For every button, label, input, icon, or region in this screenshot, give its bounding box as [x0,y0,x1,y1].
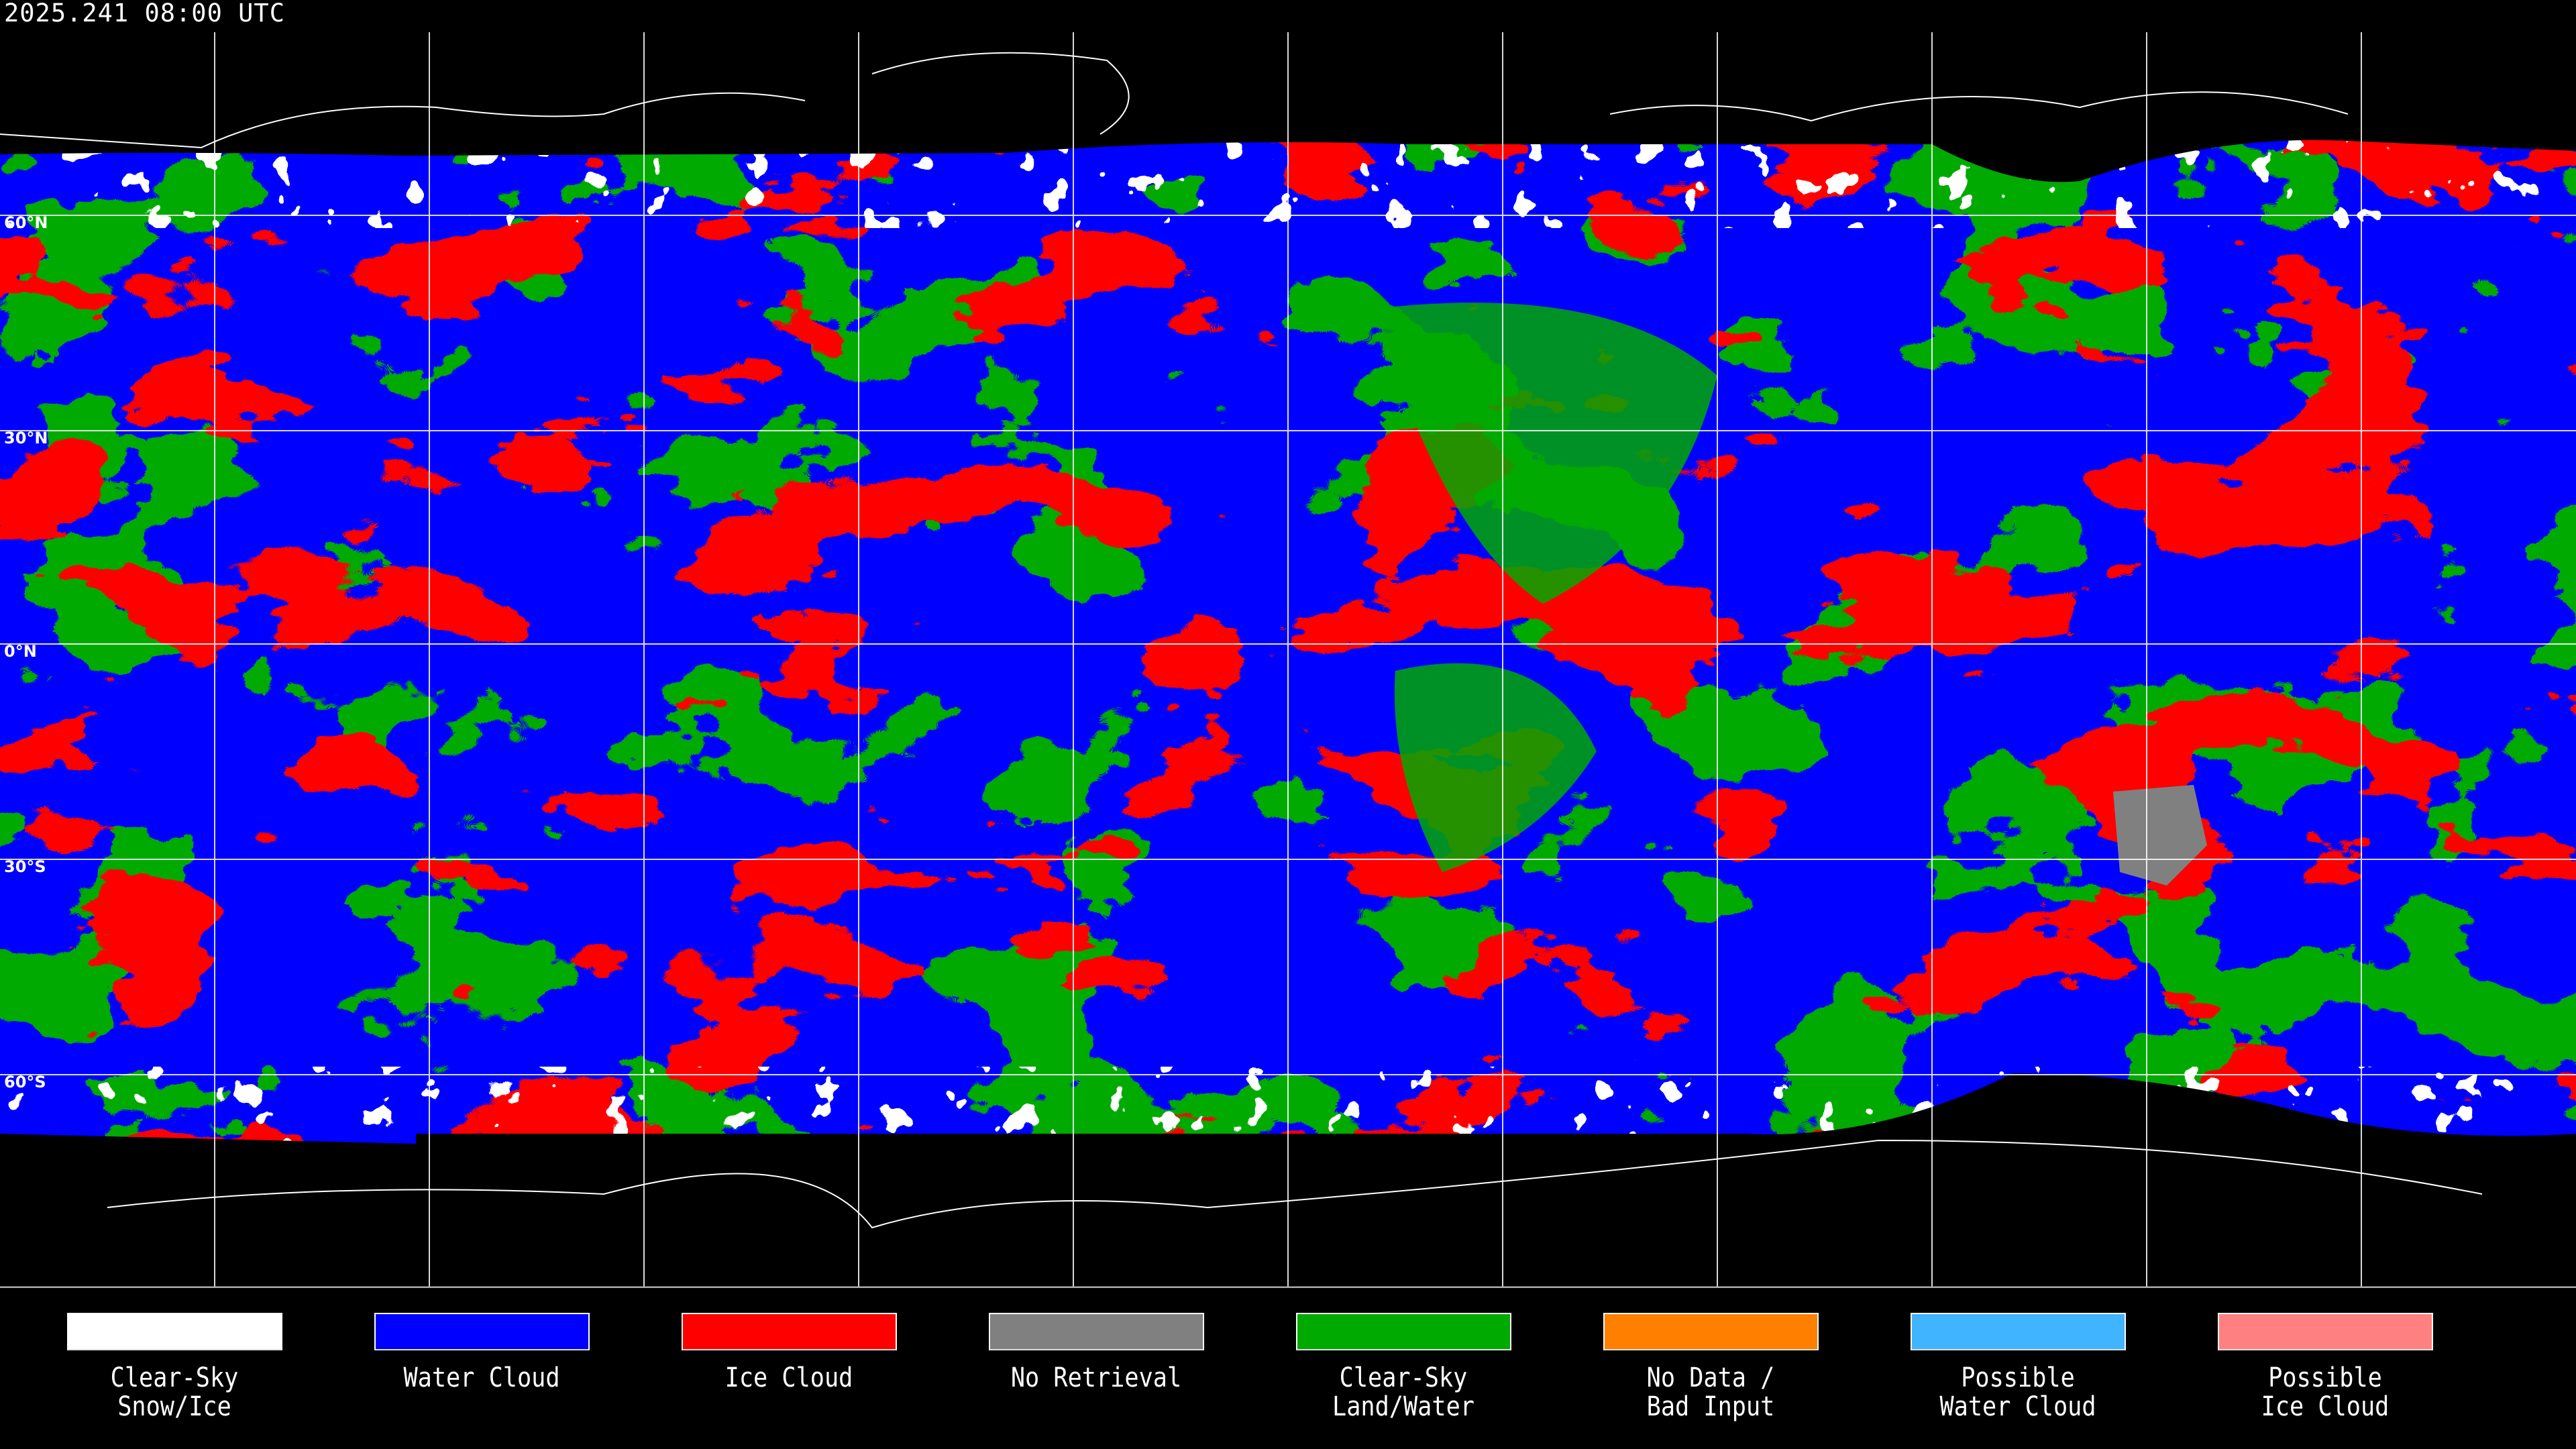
legend-label-line1: Water Cloud [403,1362,560,1393]
legend-item-water-cloud: Water Cloud [328,1313,635,1421]
legend-item-no-retrieval: No Retrieval [943,1313,1250,1421]
legend-item-clear-sky-snow-ice: Clear-Sky Snow/Ice [21,1313,328,1421]
legend-swatch [374,1313,590,1350]
legend-swatch [988,1313,1204,1350]
cloud-phase-map [0,32,2576,1288]
legend-label-line2: Snow/Ice [117,1391,231,1422]
lat-label-30n: 30°N [4,429,48,447]
legend-swatch [1603,1313,1819,1350]
legend-label-line2 [653,1393,924,1421]
legend-label-line2: Land/Water [1332,1391,1474,1422]
graticule [0,32,2576,1287]
legend-label-line1: No Retrieval [1010,1362,1182,1393]
legend-label-line1: No Data / [1646,1362,1775,1393]
lat-label-60n: 60°N [4,213,48,232]
clear-sky-eurasia-africa [1375,303,1717,604]
legend-label-line2: Water Cloud [1939,1391,2096,1422]
no-retrieval-region [2113,785,2207,885]
legend-item-possible-water-cloud: Possible Water Cloud [1864,1313,2171,1421]
lat-label-60s: 60°S [4,1073,46,1091]
legend-label-line1: Clear-Sky [110,1362,239,1393]
legend-label-line1: Ice Cloud [724,1362,853,1393]
lat-label-30s: 30°S [4,857,46,876]
legend-swatch [681,1313,897,1350]
legend-label-line2: Bad Input [1646,1391,1775,1422]
legend-item-clear-sky-land-water: Clear-Sky Land/Water [1250,1313,1557,1421]
timestamp: 2025.241 08:00 UTC [4,0,285,28]
legend-label-line2: Ice Cloud [2261,1391,2390,1422]
legend-label-line1: Clear-Sky [1339,1362,1468,1393]
lat-label-0n: 0°N [4,642,37,661]
legend-label-line2 [346,1393,616,1421]
legend-swatch [2217,1313,2433,1350]
legend-item-no-data: No Data / Bad Input [1557,1313,1864,1421]
legend-item-ice-cloud: Ice Cloud [635,1313,943,1421]
legend-label-line2 [961,1393,1231,1421]
legend: Clear-Sky Snow/Ice Water Cloud Ice Cloud … [0,1289,2576,1449]
legend-swatch [1910,1313,2126,1350]
legend-swatch [1295,1313,1511,1350]
clear-sky-southern-africa [1394,663,1597,872]
coastlines [0,52,2483,1229]
legend-swatch [66,1313,282,1350]
legend-label-line1: Possible [2268,1362,2382,1393]
legend-item-possible-ice-cloud: Possible Ice Cloud [2171,1313,2479,1421]
legend-label-line1: Possible [1961,1362,2075,1393]
